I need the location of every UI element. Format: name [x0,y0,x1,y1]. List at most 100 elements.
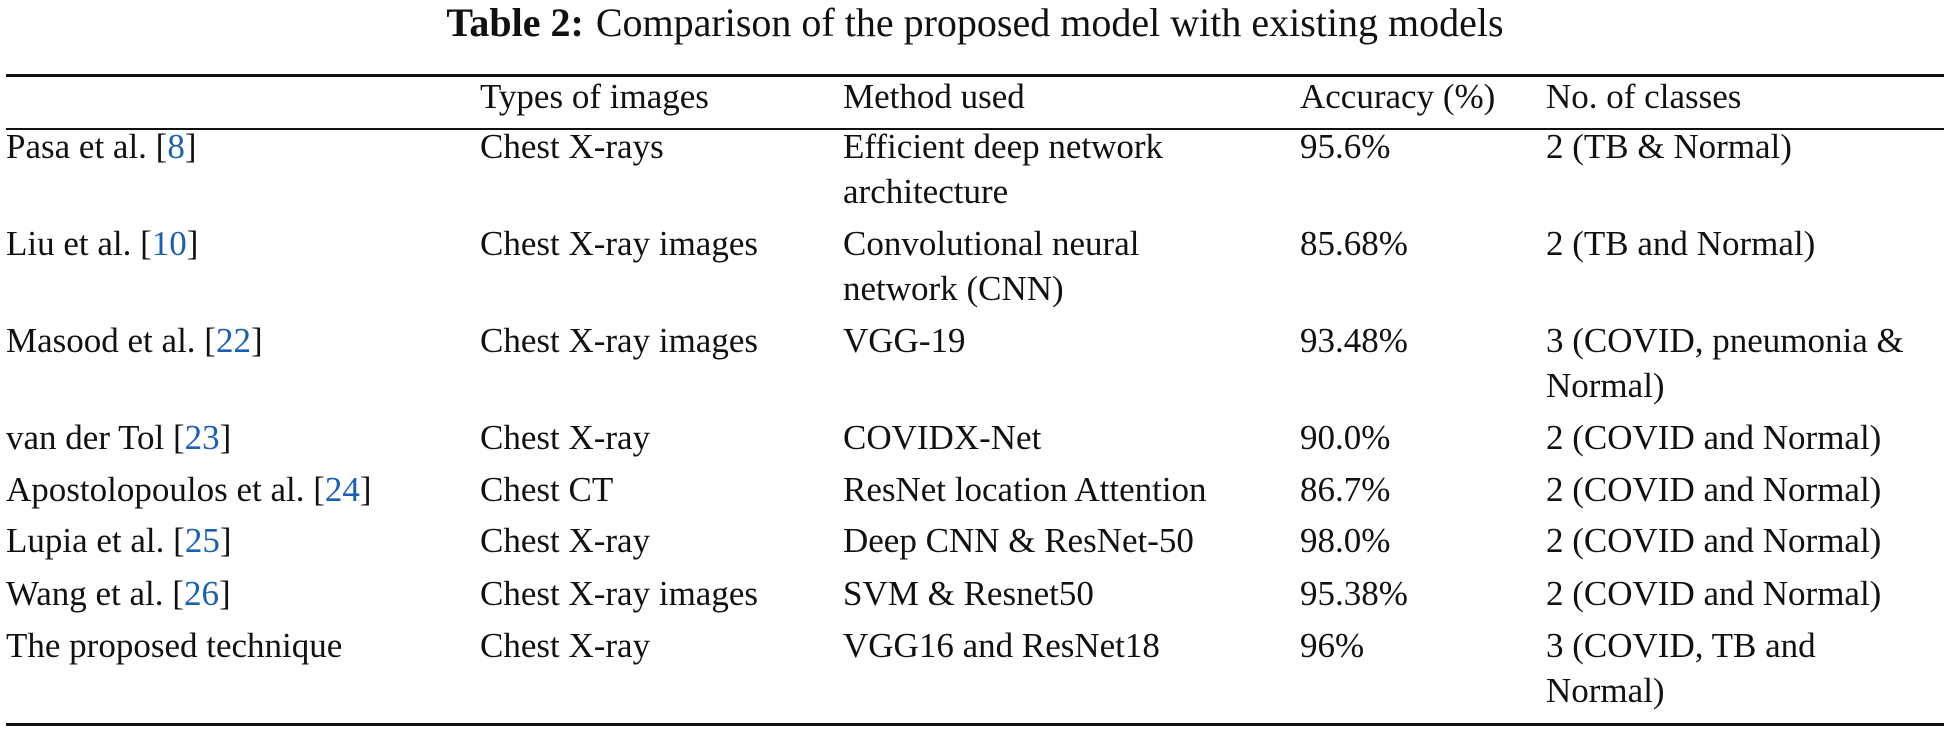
author: Apostolopoulos et al. [ [6,470,325,509]
cell-line: 93.48% [1300,321,1408,360]
cell-line: Chest X-rays [480,127,664,166]
cell-line: Chest X-ray [480,418,651,457]
cell-line: 95.38% [1300,574,1408,613]
table-cell: 2 (COVID and Normal) [1546,467,1881,512]
cell-line: 96% [1300,626,1365,665]
cell-line: COVIDX-Net [843,418,1042,457]
cell-line: 90.0% [1300,418,1391,457]
cell-line: Chest X-ray [480,626,651,665]
row-label: van der Tol [23] [6,415,231,460]
cell-line: 86.7% [1300,470,1391,509]
row-label: Pasa et al. [8] [6,124,196,169]
row-label: The proposed technique [6,623,342,668]
cell-line: SVM & Resnet50 [843,574,1094,613]
cell-line: 98.0% [1300,521,1391,560]
cell-line: Chest CT [480,470,614,509]
citation-link: 25 [184,521,220,560]
cell-line: Chest X-ray images [480,224,758,263]
cell-line: network (CNN) [843,269,1064,308]
table-cell: 95.38% [1300,571,1408,616]
author: Wang et al. [ [6,574,184,613]
table-cell: VGG-19 [843,318,965,363]
cell-line: Convolutional neural [843,224,1140,263]
cell-line: 85.68% [1300,224,1408,263]
bracket: ] [186,224,199,263]
table-cell: 85.68% [1300,221,1408,266]
citation-link: 24 [324,470,360,509]
table-cell: ResNet location Attention [843,467,1207,512]
table-cell: Chest X-ray [480,518,650,563]
cell-line: Deep CNN & ResNet-50 [843,521,1194,560]
table-cell: Efficient deep network architecture [843,124,1163,214]
table-cell: Chest X-ray images [480,318,758,363]
table-cell: 90.0% [1300,415,1390,460]
cell-line: Chest X-ray images [480,321,758,360]
table-cell: 98.0% [1300,518,1390,563]
table-cell: Convolutional neural network (CNN) [843,221,1139,311]
top-rule [6,74,1944,77]
table-cell: 2 (TB and Normal) [1546,221,1815,266]
author: van der Tol [ [6,418,185,457]
table-cell: Chest X-ray [480,415,650,460]
table-cell: 3 (COVID, pneumonia & Normal) [1546,318,1904,408]
author: Pasa et al. [ [6,127,168,166]
bracket: ] [184,127,197,166]
table-cell: 2 (COVID and Normal) [1546,571,1881,616]
table-cell: Chest CT [480,467,613,512]
cell-line: architecture [843,172,1009,211]
header-cell: No. of classes [1546,77,1742,116]
cell-line: VGG-19 [843,321,966,360]
bracket: ] [250,321,263,360]
table-cell: Deep CNN & ResNet-50 [843,518,1194,563]
bottom-rule [6,723,1944,726]
cell-line: 3 (COVID, pneumonia & [1546,321,1904,360]
row-label: Apostolopoulos et al. [24] [6,467,372,512]
cell-line: ResNet location Attention [843,470,1207,509]
row-label: Wang et al. [26] [6,571,231,616]
header-cell: Types of images [480,77,709,116]
table-cell: 95.6% [1300,124,1390,169]
bracket: ] [219,521,232,560]
author: Masood et al. [ [6,321,216,360]
cell-line: 2 (COVID and Normal) [1546,470,1882,509]
table-title: Table 2: Comparison of the proposed model… [0,0,1950,46]
cell-line: 2 (COVID and Normal) [1546,574,1882,613]
cell-line: Normal) [1546,366,1665,405]
author: Liu et al. [ [6,224,152,263]
table-label: Table 2: [446,0,584,45]
header-rule [6,128,1944,130]
row-label: Liu et al. [10] [6,221,198,266]
table-cell: VGG16 and ResNet18 [843,623,1160,668]
cell-line: 2 (COVID and Normal) [1546,521,1882,560]
table-cell: 3 (COVID, TB and Normal) [1546,623,1816,713]
table-cell: COVIDX-Net [843,415,1041,460]
citation-link: 8 [167,127,185,166]
cell-line: Chest X-ray [480,521,651,560]
cell-line: 95.6% [1300,127,1391,166]
header-cell: Accuracy (%) [1300,77,1496,116]
author: Lupia et al. [ [6,521,185,560]
table-cell: 2 (TB & Normal) [1546,124,1792,169]
table-cell: 2 (COVID and Normal) [1546,415,1881,460]
citation-link: 10 [151,224,187,263]
header-cell: Method used [843,77,1025,116]
bracket: ] [359,470,372,509]
table-caption: Comparison of the proposed model with ex… [595,0,1504,45]
row-label: Masood et al. [22] [6,318,263,363]
cell-line: VGG16 and ResNet18 [843,626,1160,665]
citation-link: 22 [215,321,251,360]
table-cell: SVM & Resnet50 [843,571,1094,616]
citation-link: 26 [183,574,219,613]
cell-line: Chest X-ray images [480,574,758,613]
cell-line: Efficient deep network [843,127,1164,166]
table-cell: 93.48% [1300,318,1408,363]
table-cell: 96% [1300,623,1364,668]
citation-link: 23 [184,418,220,457]
table-cell: 86.7% [1300,467,1390,512]
cell-line: 2 (TB & Normal) [1546,127,1792,166]
table-cell: Chest X-ray [480,623,650,668]
cell-line: 3 (COVID, TB and [1546,626,1816,665]
cell-line: 2 (TB and Normal) [1546,224,1816,263]
cell-line: Normal) [1546,671,1665,710]
